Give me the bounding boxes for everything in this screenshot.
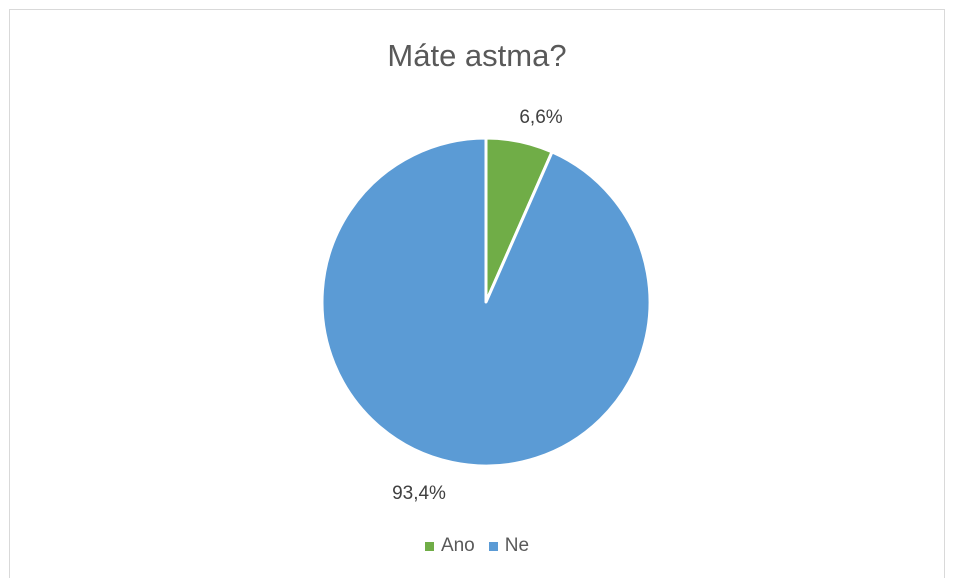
data-label-ne: 93,4% xyxy=(392,483,446,504)
chart-legend: Ano Ne xyxy=(0,535,954,557)
pie-slice-ne xyxy=(320,136,652,468)
data-label-ano: 6,6% xyxy=(519,107,562,128)
legend-swatch-ne xyxy=(488,541,498,551)
legend-label-ne: Ne xyxy=(504,535,530,556)
legend-item-ano: Ano xyxy=(424,535,475,557)
legend-item-ne: Ne xyxy=(488,535,530,557)
chart-title: Máte astma? xyxy=(387,38,567,73)
legend-swatch-ano xyxy=(424,541,434,551)
legend-label-ano: Ano xyxy=(440,535,475,556)
